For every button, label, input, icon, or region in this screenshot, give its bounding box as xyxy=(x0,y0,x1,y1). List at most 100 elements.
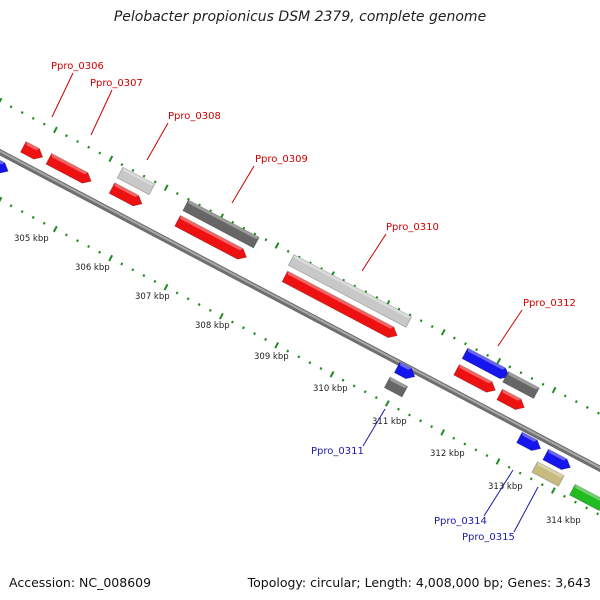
minor-tick xyxy=(308,361,312,365)
minor-tick xyxy=(452,336,456,340)
gene-arrow xyxy=(45,152,92,184)
minor-tick xyxy=(463,442,467,446)
gene-label: Ppro_0308 xyxy=(168,111,221,122)
minor-tick xyxy=(530,376,534,381)
outer-tick-track xyxy=(0,97,600,415)
major-tick xyxy=(496,357,502,365)
kbp-label: 308 kbp xyxy=(195,321,230,331)
gene-arrow xyxy=(383,376,409,398)
minor-tick xyxy=(419,319,423,323)
minor-tick xyxy=(142,274,146,278)
major-tick xyxy=(163,283,169,291)
minor-tick xyxy=(31,215,35,219)
minor-tick xyxy=(175,291,179,295)
minor-tick xyxy=(341,378,345,382)
major-tick xyxy=(218,312,224,320)
map-title: Pelobacter propionicus DSM 2379, complet… xyxy=(113,9,487,25)
gene-label: Ppro_0309 xyxy=(255,154,308,165)
minor-tick xyxy=(131,268,135,272)
leader-line xyxy=(90,89,113,136)
gene-arrow xyxy=(182,199,260,249)
leader-line xyxy=(483,469,514,517)
minor-tick xyxy=(574,500,577,504)
minor-tick xyxy=(562,494,566,498)
minor-tick xyxy=(42,221,46,225)
accession-text: Accession: NC_008609 xyxy=(9,575,152,590)
minor-tick xyxy=(197,303,201,307)
gene-label: Ppro_0306 xyxy=(51,61,104,72)
minor-tick xyxy=(153,180,157,184)
minor-tick xyxy=(76,239,79,243)
minor-tick xyxy=(253,332,256,336)
gene-arrow xyxy=(461,347,510,380)
major-tick xyxy=(0,196,3,203)
major-tick xyxy=(53,126,58,134)
minor-tick xyxy=(186,197,190,201)
leader-line xyxy=(497,309,523,347)
major-tick xyxy=(52,225,58,233)
major-tick xyxy=(108,155,114,163)
gene-features xyxy=(0,141,600,511)
minor-tick xyxy=(419,419,423,423)
minor-tick xyxy=(9,105,13,109)
minor-tick xyxy=(175,191,179,196)
minor-tick xyxy=(208,308,212,312)
kbp-label: 313 kbp xyxy=(488,482,523,492)
minor-tick xyxy=(87,145,91,149)
major-tick xyxy=(274,341,280,349)
minor-tick xyxy=(485,454,489,458)
major-tick xyxy=(384,400,390,407)
minor-tick xyxy=(541,382,545,386)
topology-text: Topology: circular; Length: 4,008,000 bp… xyxy=(247,575,591,590)
minor-tick xyxy=(596,512,600,516)
minor-tick xyxy=(242,226,246,230)
kbp-label: 312 kbp xyxy=(430,449,465,459)
gene-arrow xyxy=(496,388,525,410)
minor-tick xyxy=(98,151,102,155)
major-tick xyxy=(551,487,556,494)
minor-tick xyxy=(518,471,522,475)
minor-tick xyxy=(98,250,102,254)
minor-tick xyxy=(242,326,245,330)
genome-backbone-highlight xyxy=(0,150,600,469)
minor-tick xyxy=(452,436,456,440)
minor-tick xyxy=(507,465,511,469)
kbp-label: 314 kbp xyxy=(546,516,581,526)
minor-tick xyxy=(65,134,68,138)
kbp-label: 306 kbp xyxy=(75,263,110,273)
minor-tick xyxy=(120,163,124,167)
gene-arrow xyxy=(531,461,565,487)
minor-tick xyxy=(474,448,478,452)
gene-arrow xyxy=(393,361,416,380)
kbp-label: 307 kbp xyxy=(135,292,170,302)
major-tick xyxy=(108,254,114,262)
minor-tick xyxy=(286,249,290,253)
minor-tick xyxy=(396,407,400,411)
minor-tick xyxy=(120,262,124,266)
minor-tick xyxy=(231,220,235,224)
minor-tick xyxy=(253,232,257,236)
minor-tick xyxy=(87,244,90,249)
minor-tick xyxy=(31,116,35,120)
gene-arrow xyxy=(516,431,542,452)
minor-tick xyxy=(76,139,80,143)
gene-label: Ppro_0310 xyxy=(386,222,439,233)
kbp-label: 311 kbp xyxy=(372,417,407,427)
major-tick xyxy=(495,458,501,465)
gene-label: Ppro_0312 xyxy=(523,298,576,309)
leader-line xyxy=(362,408,386,447)
minor-tick xyxy=(319,366,323,371)
minor-tick xyxy=(540,483,544,487)
minor-tick xyxy=(230,320,234,324)
gene-arrow xyxy=(0,158,9,174)
gene-arrow xyxy=(174,214,248,260)
minor-tick xyxy=(20,210,24,214)
minor-tick xyxy=(153,279,157,283)
major-tick xyxy=(163,184,169,192)
minor-tick xyxy=(408,413,411,417)
minor-tick xyxy=(508,365,512,369)
minor-tick xyxy=(464,342,467,346)
minor-tick xyxy=(408,313,412,317)
minor-tick xyxy=(142,174,146,178)
gene-arrow xyxy=(287,254,413,328)
